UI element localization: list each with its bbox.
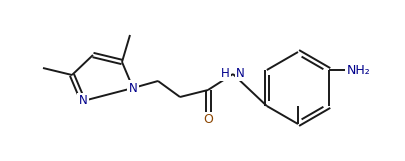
Text: N: N: [236, 66, 245, 80]
Text: H: H: [221, 66, 230, 80]
Text: N: N: [79, 95, 87, 108]
Text: NH₂: NH₂: [347, 63, 371, 76]
Text: O: O: [203, 113, 213, 126]
Text: N: N: [129, 81, 137, 95]
